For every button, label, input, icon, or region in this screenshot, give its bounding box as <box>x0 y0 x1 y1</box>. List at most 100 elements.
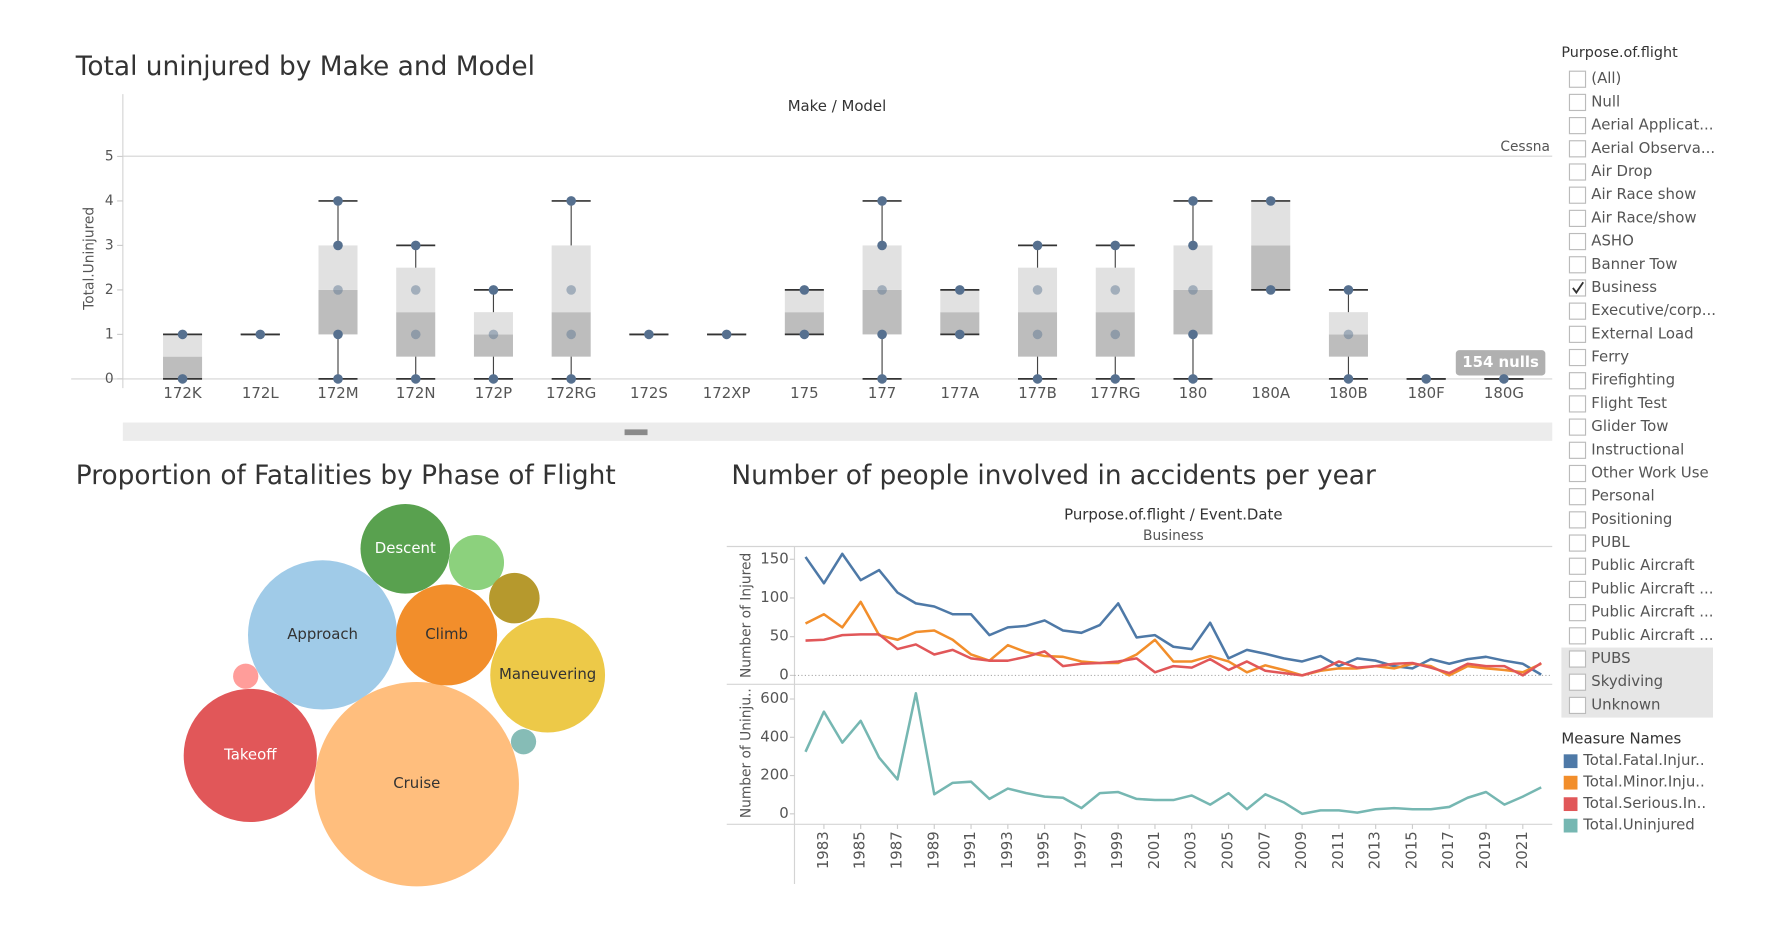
point[interactable] <box>1265 196 1276 206</box>
point[interactable] <box>488 329 499 340</box>
point[interactable] <box>566 285 577 295</box>
filter-item[interactable]: (All) <box>1591 69 1621 87</box>
scroll-handle[interactable] <box>624 429 648 436</box>
legend-swatch[interactable] <box>1563 797 1578 812</box>
filter-item[interactable]: Other Work Use <box>1591 463 1708 481</box>
filter-item[interactable]: Unknown <box>1591 695 1660 713</box>
point[interactable] <box>333 196 343 206</box>
point[interactable] <box>1032 240 1043 251</box>
point[interactable] <box>1110 329 1121 340</box>
checkbox[interactable] <box>1568 232 1587 251</box>
annotation[interactable]: 154 nulls <box>1462 353 1539 371</box>
point[interactable] <box>177 329 188 340</box>
checkbox[interactable] <box>1568 163 1587 181</box>
point[interactable] <box>410 374 421 384</box>
point[interactable] <box>644 329 654 340</box>
point[interactable] <box>1188 240 1198 251</box>
filter-item[interactable]: ASHO <box>1591 232 1634 250</box>
point[interactable] <box>1265 285 1276 295</box>
point[interactable] <box>1499 374 1509 384</box>
point[interactable] <box>1188 196 1198 206</box>
point[interactable] <box>1421 374 1431 384</box>
checkbox[interactable] <box>1568 557 1587 575</box>
checkbox[interactable] <box>1568 650 1587 668</box>
legend-swatch[interactable] <box>1563 775 1578 790</box>
checkbox[interactable] <box>1568 488 1587 506</box>
checkbox[interactable] <box>1568 673 1587 691</box>
legend-label[interactable]: Total.Fatal.Injur.. <box>1582 751 1704 769</box>
checkbox[interactable] <box>1568 580 1587 599</box>
filter-item[interactable]: External Load <box>1591 324 1693 342</box>
checkbox[interactable] <box>1568 325 1587 343</box>
legend-label[interactable]: Total.Minor.Inju.. <box>1582 773 1705 791</box>
point[interactable] <box>1032 374 1043 384</box>
filter-item[interactable]: Null <box>1591 92 1620 110</box>
filter-item[interactable]: Firefighting <box>1591 371 1675 389</box>
point[interactable] <box>1343 329 1354 340</box>
checkbox[interactable] <box>1568 395 1587 413</box>
point[interactable] <box>333 329 343 340</box>
checkbox[interactable] <box>1568 372 1587 390</box>
filter-item[interactable]: Aerial Observa... <box>1591 139 1715 157</box>
legend-swatch[interactable] <box>1563 818 1578 833</box>
nulls-badge[interactable] <box>1455 350 1546 376</box>
point[interactable] <box>410 285 421 295</box>
point[interactable] <box>1110 374 1121 384</box>
filter-item[interactable]: Instructional <box>1591 440 1684 458</box>
filter-item[interactable]: Public Aircraft ... <box>1591 603 1713 621</box>
point[interactable] <box>566 196 577 206</box>
checkbox[interactable] <box>1568 209 1587 227</box>
filter-item[interactable]: Flight Test <box>1591 394 1667 412</box>
filter-item[interactable]: Business <box>1591 278 1657 296</box>
filter-item[interactable]: Positioning <box>1591 510 1672 528</box>
checkbox[interactable] <box>1568 511 1587 529</box>
point[interactable] <box>799 285 810 295</box>
point[interactable] <box>954 329 965 340</box>
checkbox[interactable] <box>1568 302 1587 320</box>
filter-item[interactable]: Ferry <box>1591 348 1629 366</box>
filter-item[interactable]: Public Aircraft <box>1591 556 1694 574</box>
point[interactable] <box>566 329 577 340</box>
filter-item[interactable]: PUBL <box>1591 533 1630 551</box>
point[interactable] <box>1110 285 1121 295</box>
checkbox[interactable] <box>1568 348 1587 367</box>
filter-item[interactable]: Public Aircraft ... <box>1591 579 1713 597</box>
point[interactable] <box>1032 285 1043 295</box>
point[interactable] <box>877 285 887 295</box>
series-line[interactable] <box>804 600 1542 677</box>
checkbox[interactable] <box>1568 418 1587 436</box>
checkbox[interactable] <box>1568 464 1587 483</box>
point[interactable] <box>1188 374 1198 384</box>
checkbox[interactable] <box>1568 441 1587 459</box>
checkbox[interactable] <box>1568 627 1587 645</box>
bubble[interactable] <box>510 729 537 755</box>
point[interactable] <box>566 374 577 384</box>
bubble[interactable] <box>183 688 317 823</box>
point[interactable] <box>1188 285 1198 295</box>
bubble[interactable] <box>489 572 540 624</box>
point[interactable] <box>954 285 965 295</box>
point[interactable] <box>721 329 732 340</box>
point[interactable] <box>488 285 499 295</box>
checkbox[interactable] <box>1568 117 1587 135</box>
point[interactable] <box>333 285 343 295</box>
checkbox[interactable] <box>1568 256 1587 274</box>
filter-item[interactable]: Glider Tow <box>1591 417 1668 435</box>
filter-item[interactable]: PUBS <box>1591 649 1630 667</box>
check-mark[interactable] <box>1572 281 1584 295</box>
point[interactable] <box>877 374 887 384</box>
point[interactable] <box>177 374 188 384</box>
point[interactable] <box>877 196 887 206</box>
filter-item[interactable]: Air Race/show <box>1591 208 1696 226</box>
checkbox[interactable] <box>1568 186 1587 204</box>
scrollbar[interactable] <box>122 422 1553 441</box>
filter-item[interactable]: Personal <box>1591 487 1654 505</box>
filter-item[interactable]: Air Drop <box>1591 162 1652 180</box>
point[interactable] <box>255 329 266 340</box>
filter-item[interactable]: Skydiving <box>1591 672 1663 690</box>
filter-item[interactable]: Public Aircraft ... <box>1591 626 1713 644</box>
point[interactable] <box>488 374 499 384</box>
bubble[interactable] <box>448 535 505 591</box>
point[interactable] <box>333 374 343 384</box>
point[interactable] <box>877 329 887 340</box>
